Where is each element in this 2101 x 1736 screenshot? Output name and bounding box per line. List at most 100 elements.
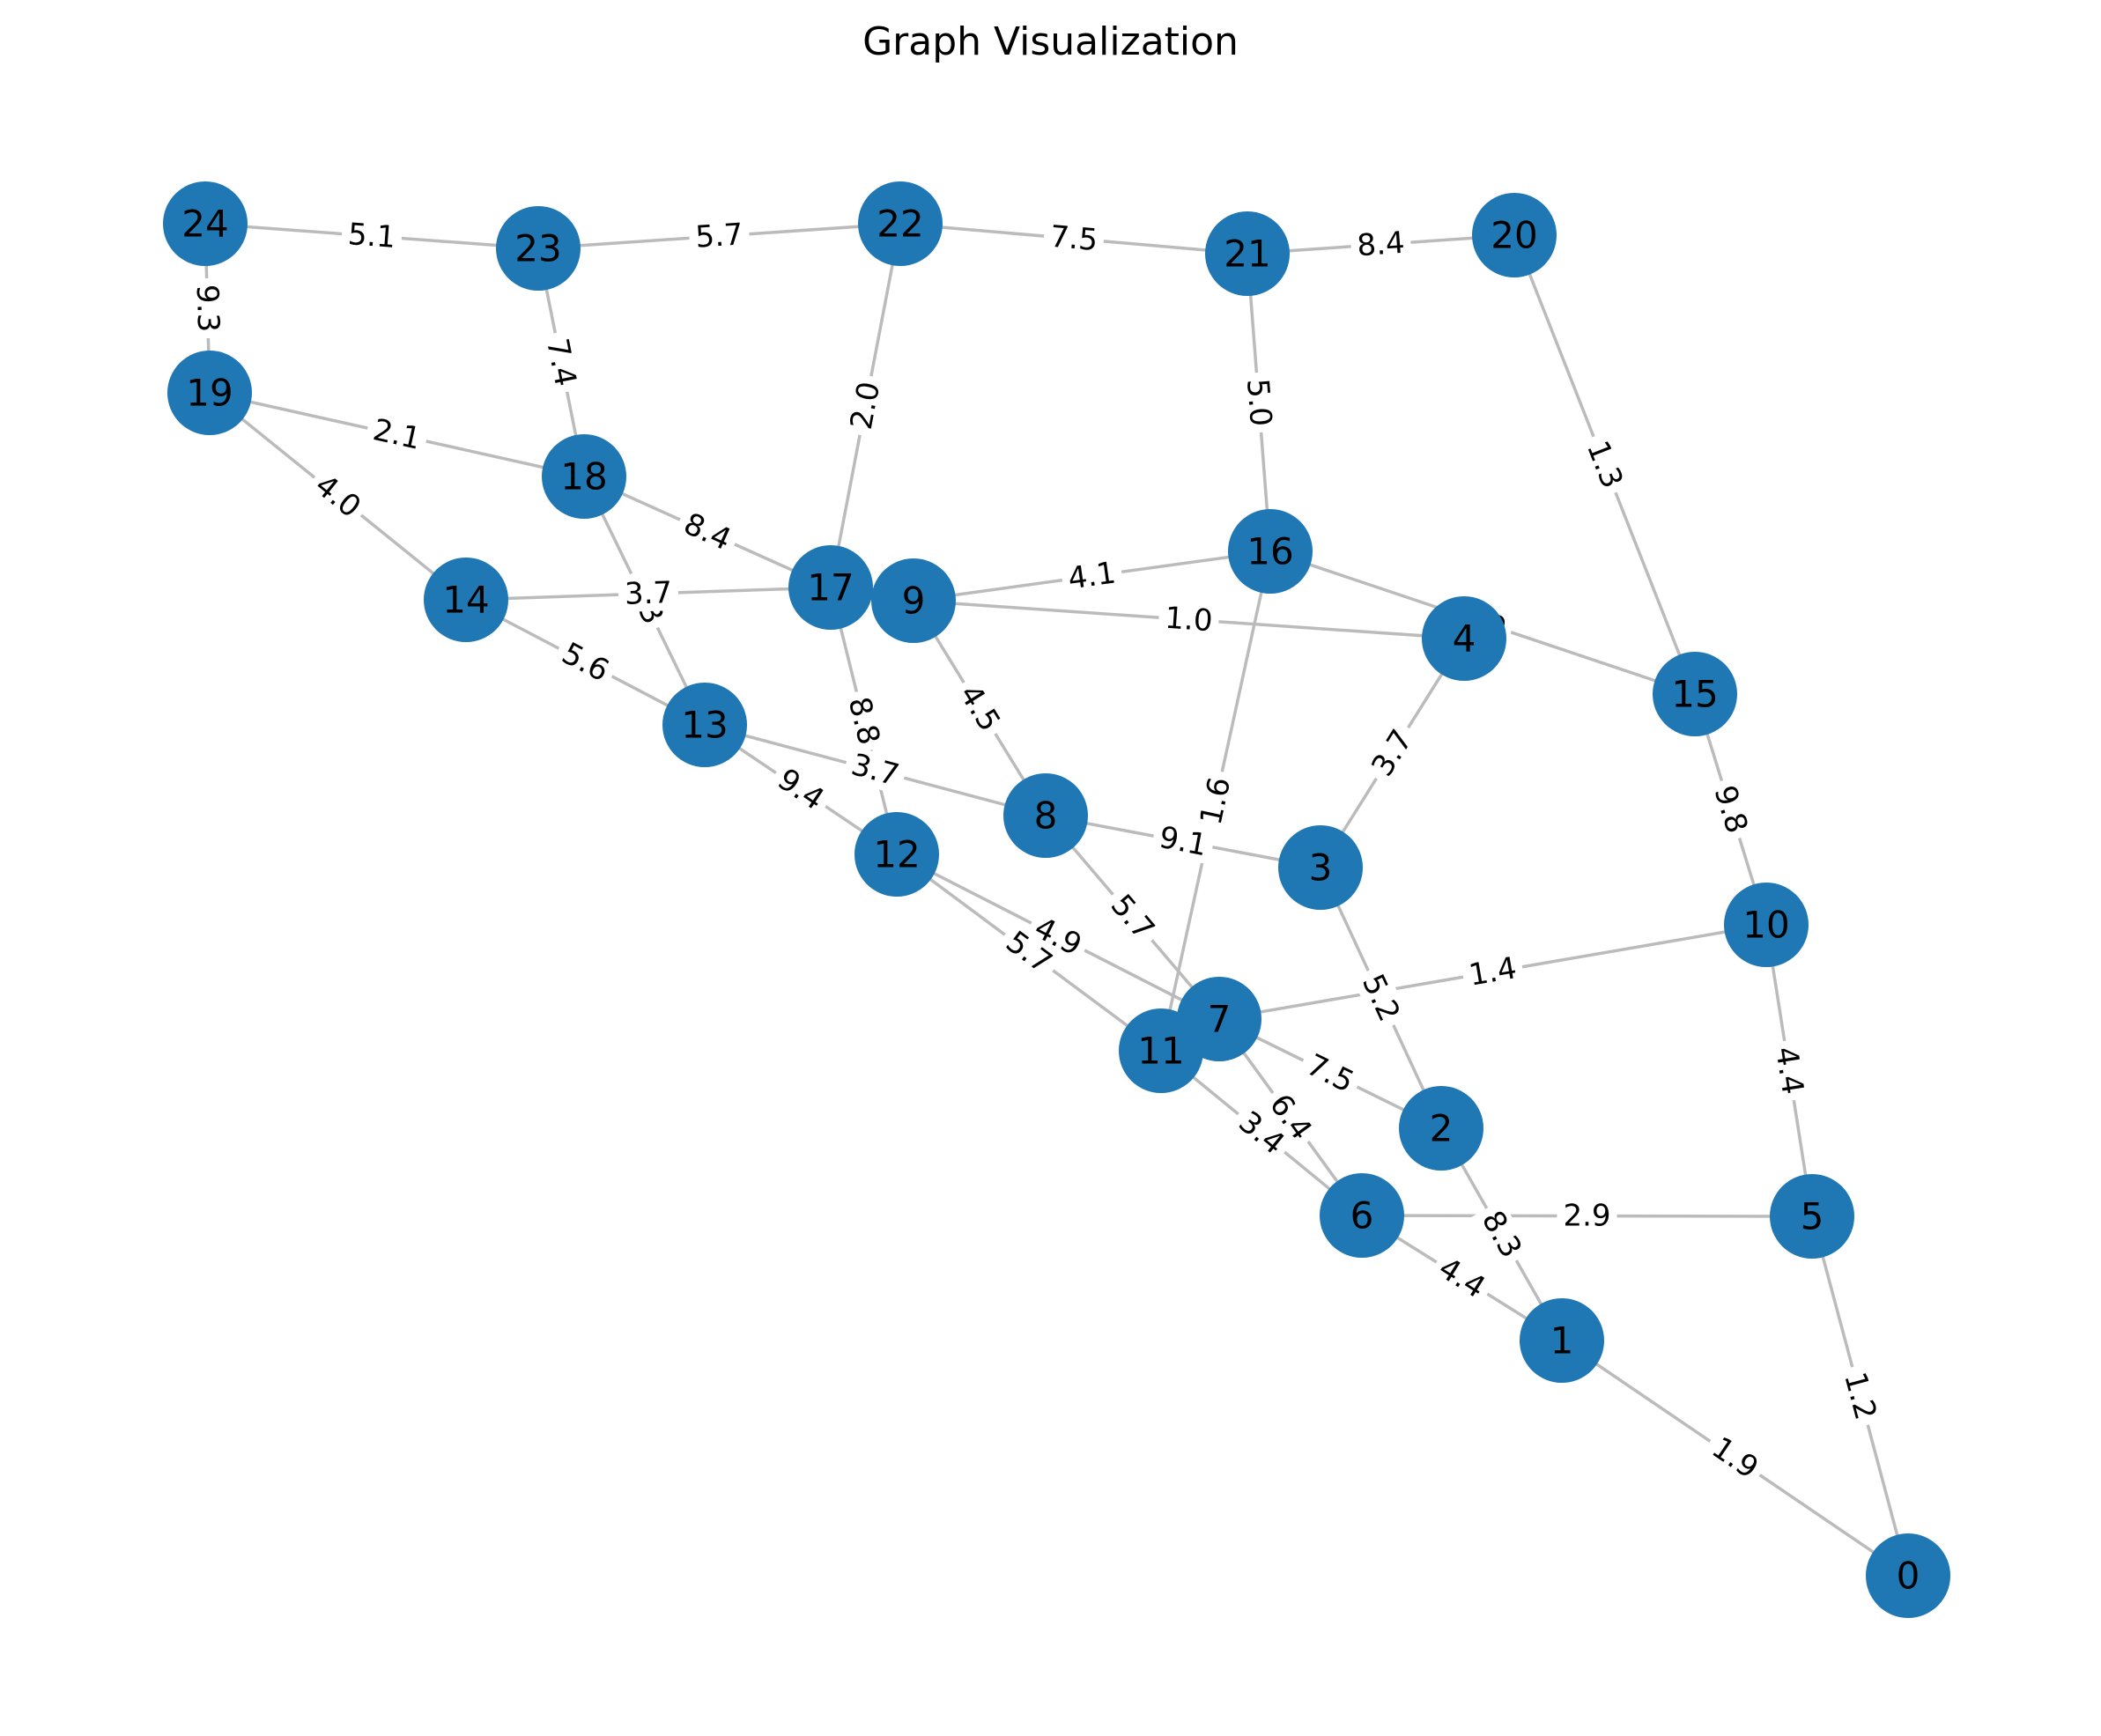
edge-label-background xyxy=(1227,1100,1296,1166)
edge-label-24-19: 9.3 xyxy=(189,277,226,339)
edge-label-background xyxy=(1239,371,1279,434)
edge-label-8-3: 9.1 xyxy=(1150,818,1217,865)
node-18: 18 xyxy=(542,434,626,519)
edge-label-background xyxy=(841,745,909,795)
node-circle xyxy=(858,181,943,266)
edge-label-background xyxy=(1352,963,1409,1033)
edge-weight-label: 5.1 xyxy=(347,217,397,255)
edge-weight-label: 2.0 xyxy=(844,379,887,432)
edge-label-background xyxy=(363,410,431,459)
edge-label-background xyxy=(1705,775,1757,844)
edge-label-background xyxy=(842,373,889,439)
edge-label-background xyxy=(1023,907,1093,966)
node-circle xyxy=(1119,1008,1203,1093)
edge-weight-label: 3.7 xyxy=(624,575,672,612)
node-circle xyxy=(1228,509,1313,594)
edge-label-21-20: 8.4 xyxy=(1350,225,1412,264)
edge-label-4-3: 3.7 xyxy=(1361,718,1424,788)
edge-weight-label: 9.1 xyxy=(1157,820,1210,863)
edge-label-23-22: 5.7 xyxy=(688,216,751,256)
edge-weight-label: 9.8 xyxy=(1706,781,1754,837)
edge-weight-label: 8.8 xyxy=(841,693,887,748)
edge-label-background xyxy=(1060,554,1124,598)
node-9: 9 xyxy=(871,558,956,643)
edge-label-background xyxy=(1350,225,1412,264)
edge-label-10-7: 1.4 xyxy=(1460,949,1526,994)
edge-label-background xyxy=(1471,1200,1532,1269)
node-label: 23 xyxy=(514,227,561,270)
edge-label-background xyxy=(303,463,373,529)
node-label: 10 xyxy=(1742,904,1789,947)
node-15: 15 xyxy=(1653,652,1737,736)
node-circle xyxy=(163,181,248,266)
node-label: 1 xyxy=(1550,1319,1574,1363)
node-label: 4 xyxy=(1453,617,1476,661)
edge-weight-label: 4.1 xyxy=(1066,555,1118,596)
node-3: 3 xyxy=(1278,825,1363,910)
node-circle xyxy=(1205,211,1290,296)
edge-weight-label: 1.0 xyxy=(1164,601,1214,639)
edge-label-21-16: 5.0 xyxy=(1239,371,1279,434)
edge-label-background xyxy=(994,920,1064,985)
node-circle xyxy=(1472,193,1557,277)
edge-label-1-0: 1.9 xyxy=(1700,1426,1770,1490)
node-8: 8 xyxy=(1003,773,1088,858)
edge-label-background xyxy=(1835,1362,1885,1430)
node-24: 24 xyxy=(163,181,248,266)
node-label: 22 xyxy=(877,203,923,246)
node-0: 0 xyxy=(1866,1533,1950,1618)
edge-label-22-21: 7.5 xyxy=(1042,218,1106,259)
edge-label-background xyxy=(1150,818,1217,865)
node-circle xyxy=(1653,652,1737,736)
node-circle xyxy=(788,545,873,630)
edge-label-background xyxy=(839,687,889,755)
edge-label-background xyxy=(1295,1045,1365,1103)
edge-label-background xyxy=(766,757,836,822)
node-21: 21 xyxy=(1205,211,1290,296)
node-label: 3 xyxy=(1309,846,1333,890)
edge-label-background xyxy=(1158,600,1220,639)
edge-label-24-23: 5.1 xyxy=(340,216,403,256)
node-label: 21 xyxy=(1224,233,1270,276)
edge-weight-label: 1.4 xyxy=(1466,950,1519,994)
edge-label-10-5: 4.4 xyxy=(1766,1038,1812,1104)
node-19: 19 xyxy=(167,351,252,435)
node-label: 12 xyxy=(873,833,920,876)
edge-label-13-8: 3.7 xyxy=(841,745,909,795)
node-circle xyxy=(662,683,747,767)
edge-label-13-12: 9.4 xyxy=(766,757,836,822)
node-11: 11 xyxy=(1119,1008,1203,1093)
edge-label-background xyxy=(1099,883,1165,952)
edge-weight-label: 8.4 xyxy=(1356,225,1406,264)
node-label: 2 xyxy=(1430,1107,1454,1150)
node-circle xyxy=(1422,596,1506,681)
node-label: 11 xyxy=(1137,1030,1184,1073)
edge-label-15-10: 9.8 xyxy=(1705,775,1757,844)
node-label: 15 xyxy=(1671,673,1718,716)
edge-label-background xyxy=(1700,1426,1770,1490)
node-22: 22 xyxy=(858,181,943,266)
edge-label-16-11: 1.6 xyxy=(1192,768,1239,834)
edge-labels-layer: 5.15.77.58.49.37.42.05.01.32.14.08.46.33… xyxy=(189,216,1885,1490)
node-label: 16 xyxy=(1247,530,1293,573)
node-circle xyxy=(1724,883,1809,967)
graph-title: Graph Visualization xyxy=(862,19,1239,64)
edge-label-6-1: 4.4 xyxy=(1427,1247,1497,1309)
edge-label-background xyxy=(340,216,403,256)
edge-label-background xyxy=(1577,430,1632,499)
node-label: 5 xyxy=(1801,1195,1824,1238)
edge-weight-label: 7.4 xyxy=(539,336,583,389)
edge-label-background xyxy=(1427,1247,1497,1309)
edge-label-6-5: 2.9 xyxy=(1557,1198,1617,1234)
node-label: 20 xyxy=(1491,214,1537,257)
node-circle xyxy=(424,558,508,642)
edge-label-9-4: 1.0 xyxy=(1158,600,1220,639)
node-label: 18 xyxy=(560,455,607,499)
node-circle xyxy=(496,206,581,291)
node-5: 5 xyxy=(1770,1174,1854,1259)
node-1: 1 xyxy=(1520,1298,1604,1383)
node-circle xyxy=(1278,825,1363,910)
edges-layer xyxy=(203,222,1910,1577)
node-23: 23 xyxy=(496,206,581,291)
